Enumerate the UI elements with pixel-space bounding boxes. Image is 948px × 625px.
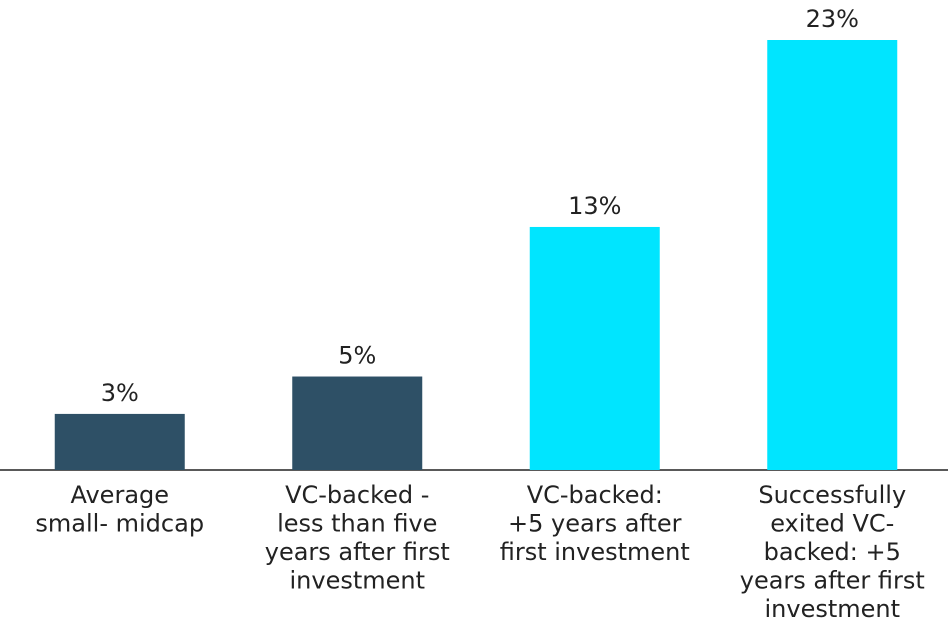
x-tick-label: Average small- midcap xyxy=(35,481,204,538)
x-tick-label-line: years after first xyxy=(265,538,450,566)
x-tick-label-line: +5 years after xyxy=(508,510,682,538)
x-tick-label-line: small- midcap xyxy=(35,510,204,538)
x-tick-label-line: VC-backed - xyxy=(285,481,429,509)
x-tick-label-line: Average xyxy=(70,481,169,509)
x-tick-label: Successfully exited VC-backed: +5 years af… xyxy=(740,481,925,623)
x-tick-label-line: years after first xyxy=(740,567,925,595)
bar xyxy=(54,413,185,470)
value-label: 13% xyxy=(568,192,621,220)
x-tick-label-line: investment xyxy=(289,567,425,595)
x-tick-label-line: VC-backed: xyxy=(527,481,663,509)
x-tick-label-line: first investment xyxy=(500,538,690,566)
x-tick-label: VC-backed -less than five years after fir… xyxy=(265,481,450,595)
x-tick-label-line: investment xyxy=(764,595,900,623)
value-label: 3% xyxy=(101,379,139,407)
x-tick-label-line: less than five xyxy=(277,510,437,538)
bar xyxy=(767,40,898,470)
x-tick-label-line: backed: +5 xyxy=(764,538,901,566)
value-label: 5% xyxy=(338,342,376,370)
x-tick-label: VC-backed: +5 years after first investment xyxy=(500,481,690,566)
x-tick-label-line: exited VC- xyxy=(770,510,894,538)
value-label: 23% xyxy=(806,5,859,33)
x-tick-label-line: Successfully xyxy=(758,481,906,509)
bar xyxy=(292,376,423,470)
bar xyxy=(529,226,660,470)
